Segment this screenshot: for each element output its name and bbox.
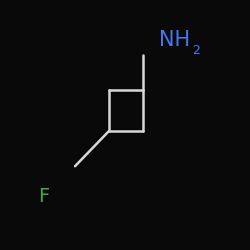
- Text: 2: 2: [192, 44, 200, 57]
- Text: NH: NH: [159, 30, 190, 50]
- Text: F: F: [38, 187, 50, 206]
